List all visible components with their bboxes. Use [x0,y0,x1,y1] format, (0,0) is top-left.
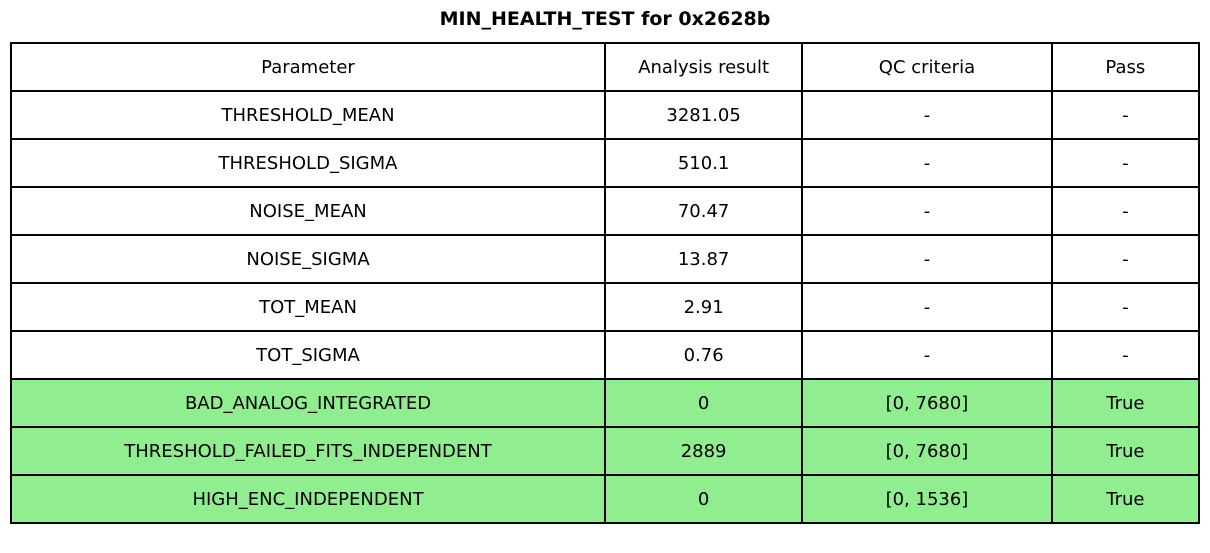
cell-analysis-result: 13.87 [604,234,804,284]
cell-analysis-result: 70.47 [604,186,804,236]
column-header-parameter: Parameter [9,42,607,92]
column-header-pass: Pass [1050,42,1201,92]
cell-parameter: TOT_SIGMA [9,330,607,380]
cell-pass: - [1050,186,1201,236]
cell-analysis-result: 0.76 [604,330,804,380]
table-row: THRESHOLD_MEAN 3281.05 - - [9,90,1201,140]
column-header-qc-criteria: QC criteria [801,42,1053,92]
cell-qc-criteria: - [801,186,1053,236]
cell-pass: - [1050,234,1201,284]
cell-qc-criteria: - [801,282,1053,332]
cell-parameter: HIGH_ENC_INDEPENDENT [9,474,607,524]
cell-pass: - [1050,330,1201,380]
cell-parameter: THRESHOLD_SIGMA [9,138,607,188]
cell-parameter: TOT_MEAN [9,282,607,332]
cell-pass: - [1050,282,1201,332]
column-header-analysis-result: Analysis result [604,42,804,92]
cell-pass: True [1050,474,1201,524]
cell-analysis-result: 0 [604,474,804,524]
cell-parameter: THRESHOLD_MEAN [9,90,607,140]
cell-pass: True [1050,378,1201,428]
table-row: NOISE_MEAN 70.47 - - [9,186,1201,236]
cell-pass: True [1050,426,1201,476]
table-row: TOT_SIGMA 0.76 - - [9,330,1201,380]
table-row-passed: THRESHOLD_FAILED_FITS_INDEPENDENT 2889 [… [9,426,1201,476]
cell-qc-criteria: - [801,330,1053,380]
cell-analysis-result: 510.1 [604,138,804,188]
cell-qc-criteria: - [801,234,1053,284]
table-row: TOT_MEAN 2.91 - - [9,282,1201,332]
cell-parameter: NOISE_SIGMA [9,234,607,284]
cell-qc-criteria: - [801,90,1053,140]
table-row: NOISE_SIGMA 13.87 - - [9,234,1201,284]
cell-qc-criteria: [0, 1536] [801,474,1053,524]
table-row-passed: BAD_ANALOG_INTEGRATED 0 [0, 7680] True [9,378,1201,428]
page-title: MIN_HEALTH_TEST for 0x2628b [439,8,771,30]
cell-parameter: BAD_ANALOG_INTEGRATED [9,378,607,428]
table-row: THRESHOLD_SIGMA 510.1 - - [9,138,1201,188]
cell-qc-criteria: [0, 7680] [801,378,1053,428]
cell-pass: - [1050,90,1201,140]
cell-qc-criteria: [0, 7680] [801,426,1053,476]
cell-analysis-result: 0 [604,378,804,428]
cell-analysis-result: 2.91 [604,282,804,332]
cell-parameter: THRESHOLD_FAILED_FITS_INDEPENDENT [9,426,607,476]
cell-analysis-result: 3281.05 [604,90,804,140]
cell-parameter: NOISE_MEAN [9,186,607,236]
table-row-passed: HIGH_ENC_INDEPENDENT 0 [0, 1536] True [9,474,1201,524]
qc-results-table: Parameter Analysis result QC criteria Pa… [9,42,1201,524]
cell-pass: - [1050,138,1201,188]
cell-analysis-result: 2889 [604,426,804,476]
table-header-row: Parameter Analysis result QC criteria Pa… [9,42,1201,92]
cell-qc-criteria: - [801,138,1053,188]
